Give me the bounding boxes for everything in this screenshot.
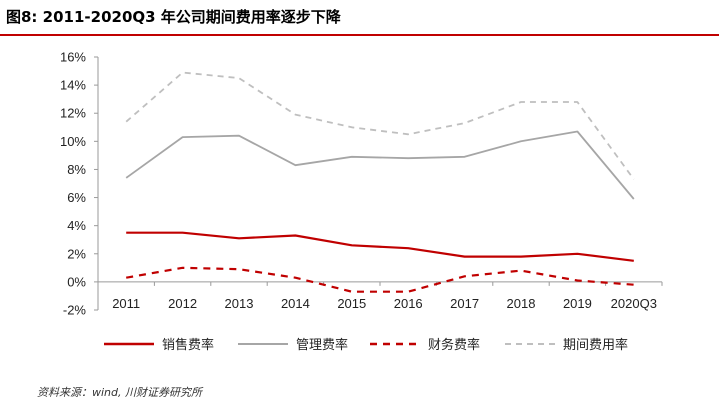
y-tick-label: 4%	[67, 218, 86, 233]
x-tick-label: 2014	[281, 296, 310, 311]
series-line-3	[126, 266, 634, 293]
x-tick-label: 2016	[394, 296, 423, 311]
y-tick-label: 14%	[60, 78, 86, 93]
series-line-1	[126, 231, 634, 262]
series-layer	[125, 71, 635, 293]
chart-axes: -2% 0% 2% 4% 6% 8% 10% 12% 14% 16% 2011 2012 2013 201…	[60, 50, 663, 318]
series-line-2	[125, 130, 635, 200]
y-tick-label: 10%	[60, 134, 86, 149]
x-tick-label: 2017	[450, 296, 479, 311]
figure-title: 图8: 2011-2020Q3 年公司期间费用率逐步下降	[6, 8, 341, 26]
line-chart: -2% 0% 2% 4% 6% 8% 10% 12% 14% 16% 2011 2012 2013 201…	[60, 50, 663, 353]
x-tick-label: 2013	[225, 296, 254, 311]
y-tick-label: 12%	[60, 106, 86, 121]
legend-label-3: 财务费率	[428, 337, 480, 353]
series-line-4	[125, 71, 635, 180]
x-tick-label: 2018	[507, 296, 536, 311]
x-tick-label: 2015	[337, 296, 366, 311]
y-tick-label: 8%	[67, 162, 86, 177]
legend-label-2: 管理费率	[296, 337, 348, 353]
x-tick-label: 2020Q3	[611, 296, 657, 311]
y-tick-label: 0%	[67, 274, 86, 289]
legend-label-1: 销售费率	[162, 337, 214, 353]
x-tick-label: 2012	[168, 296, 197, 311]
legend-label-4: 期间费用率	[563, 337, 628, 353]
source-note: 资料来源：wind, 川财证券研究所	[37, 386, 202, 399]
legend: 销售费率 管理费率 财务费率 期间费用率	[104, 337, 628, 353]
y-tick-label: -2%	[63, 303, 87, 318]
y-tick-label: 2%	[67, 246, 86, 261]
x-tick-label: 2019	[563, 296, 592, 311]
title-divider	[0, 34, 719, 36]
y-tick-label: 16%	[60, 50, 86, 65]
y-tick-label: 6%	[67, 190, 86, 205]
x-tick-label: 2011	[112, 296, 140, 311]
